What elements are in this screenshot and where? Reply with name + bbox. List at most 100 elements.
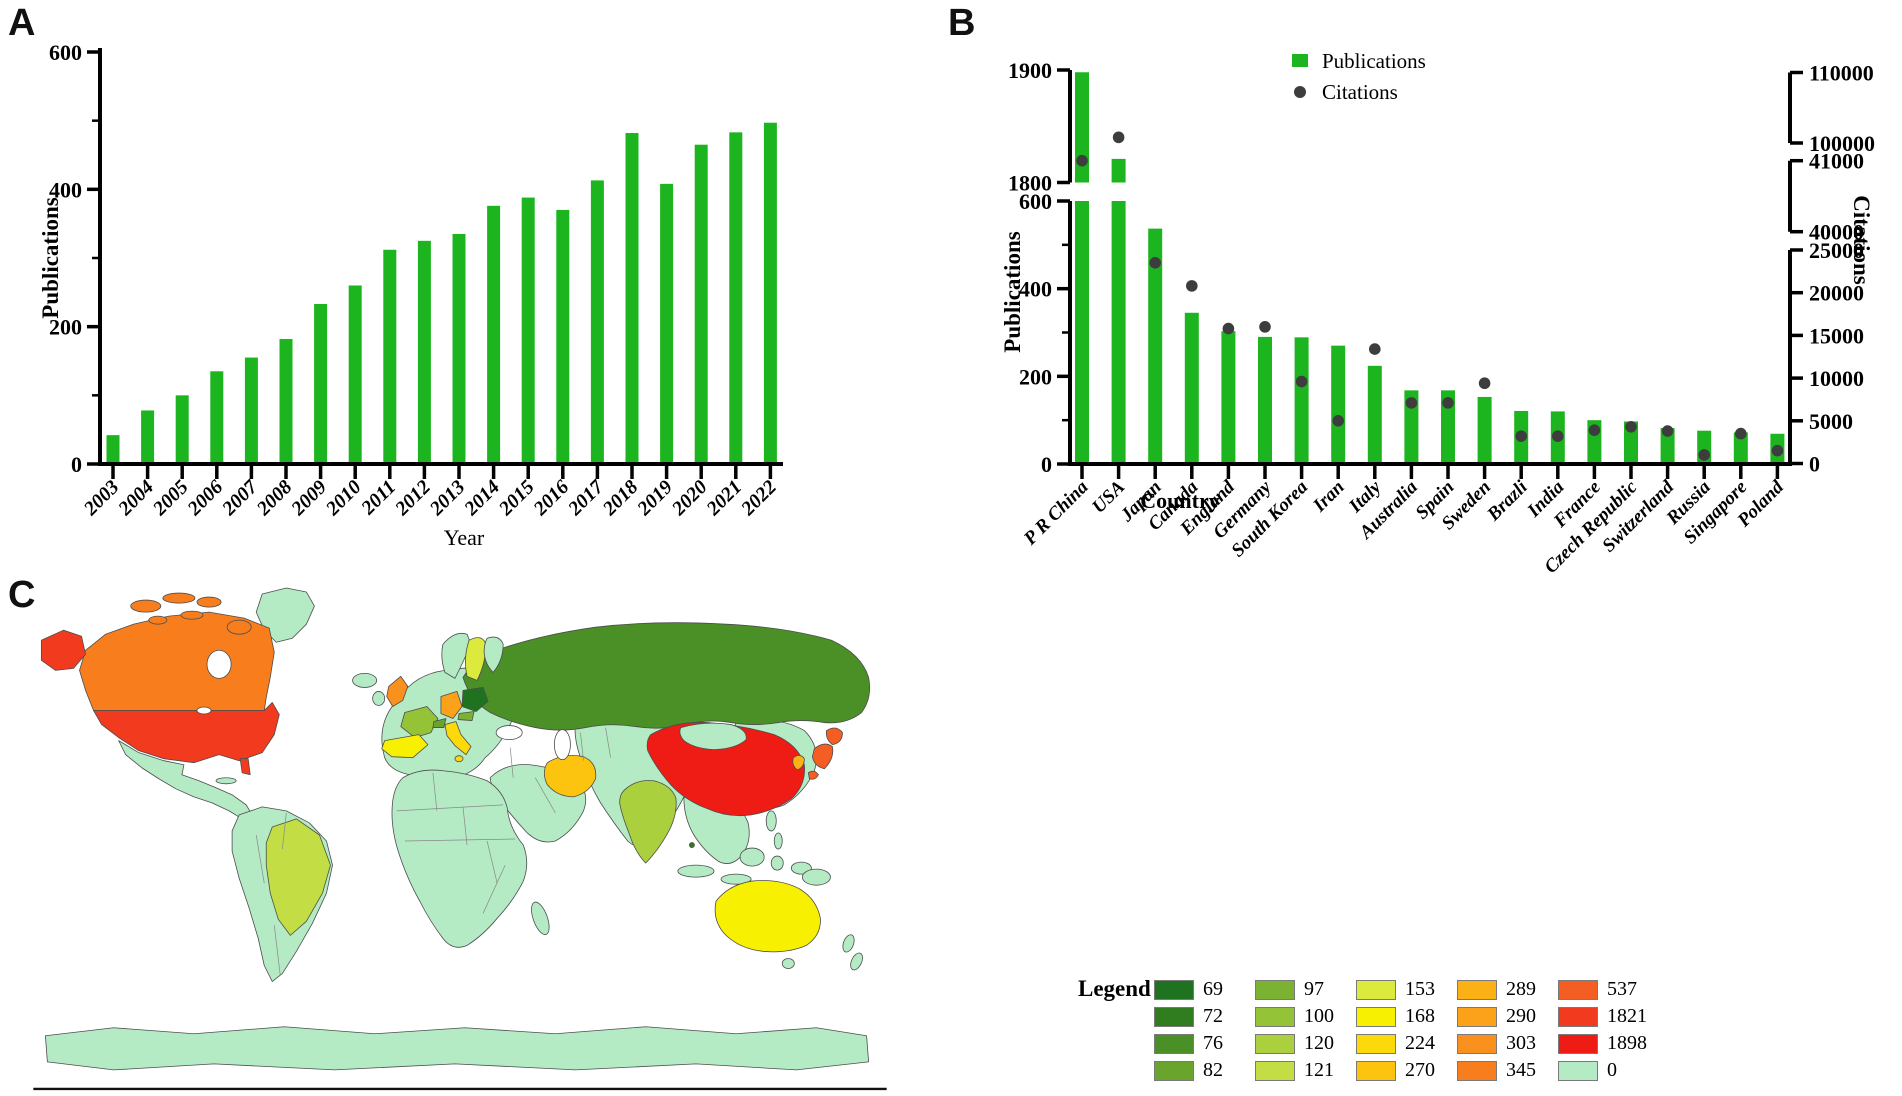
bar-Czech Republic bbox=[1624, 421, 1638, 463]
x-tick-label: 2022 bbox=[736, 476, 781, 521]
x-axis-title: Country bbox=[1140, 488, 1219, 513]
panel-b-label: B bbox=[948, 2, 976, 44]
map-region-japan bbox=[825, 727, 843, 746]
left-tick-label: 200 bbox=[1019, 364, 1052, 389]
map-hudson-bay bbox=[206, 649, 232, 679]
map-region-madagascar bbox=[531, 901, 550, 935]
map-legend-value: 121 bbox=[1304, 1059, 1334, 1081]
map-legend-swatch bbox=[1558, 1060, 1598, 1081]
right-tick-label: 0 bbox=[1809, 452, 1820, 477]
map-legend-value: 224 bbox=[1405, 1032, 1435, 1054]
map-legend-value: 69 bbox=[1203, 978, 1223, 1000]
right-tick-label: 20000 bbox=[1809, 281, 1864, 306]
map-legend-value: 290 bbox=[1506, 1005, 1536, 1027]
left-tick-label: 1800 bbox=[1008, 171, 1052, 196]
map-region-iceland bbox=[352, 672, 378, 688]
map-region-singapore bbox=[688, 842, 695, 848]
map-legend-title: Legend bbox=[1078, 976, 1151, 1001]
bar-2021 bbox=[729, 132, 743, 463]
map-legend-swatch bbox=[1356, 1006, 1396, 1027]
map-region-russia bbox=[462, 622, 871, 731]
map-legend-item: 97 bbox=[1255, 976, 1350, 1003]
map-legend-column-1: 69 72 76 82 bbox=[1154, 976, 1249, 1084]
bar-2013 bbox=[452, 233, 466, 463]
left-tick-label: 1900 bbox=[1008, 58, 1052, 83]
map-region-italy bbox=[444, 721, 472, 756]
x-tick-label: 2014 bbox=[460, 476, 505, 521]
bar-Italy bbox=[1367, 365, 1382, 463]
left-tick-label: 600 bbox=[1019, 189, 1052, 214]
bar-South Korea bbox=[1294, 337, 1309, 463]
bar-2009 bbox=[314, 304, 328, 463]
bar-upper-P R China bbox=[1075, 72, 1089, 183]
map-region-usa bbox=[93, 702, 280, 764]
map-legend-value: 72 bbox=[1203, 1005, 1223, 1027]
bar-Iran bbox=[1331, 345, 1346, 463]
map-legend-value: 97 bbox=[1304, 978, 1324, 1000]
map-legend-swatch bbox=[1457, 979, 1497, 1000]
map-region-ireland bbox=[372, 691, 386, 706]
map-legend-item: 1898 bbox=[1558, 1030, 1665, 1057]
map-region-germany bbox=[440, 691, 463, 719]
map-legend-swatch bbox=[1356, 1033, 1396, 1054]
bar-2008 bbox=[279, 339, 293, 463]
citations-dot-Italy bbox=[1369, 343, 1381, 355]
citations-dot-Iran bbox=[1332, 415, 1344, 427]
map-region-sweden bbox=[465, 637, 486, 681]
x-tick-label: 2010 bbox=[321, 476, 366, 521]
right-tick-label: 110000 bbox=[1809, 61, 1874, 86]
map-legend-swatch bbox=[1255, 1033, 1295, 1054]
x-tick-label: 2004 bbox=[114, 476, 159, 521]
map-legend-item: 0 bbox=[1558, 1057, 1665, 1084]
map-region-canada bbox=[79, 611, 275, 711]
map-legend-item: 100 bbox=[1255, 1003, 1350, 1030]
map-region-iran bbox=[543, 755, 597, 798]
map-region-norway bbox=[441, 632, 472, 679]
bar-2018 bbox=[625, 133, 639, 463]
citations-dot-Poland bbox=[1771, 444, 1784, 457]
citations-dot-Russia bbox=[1698, 449, 1710, 461]
bar-2005 bbox=[175, 395, 189, 463]
map-legend-item: 537 bbox=[1558, 976, 1665, 1003]
right-tick-label: 10000 bbox=[1809, 366, 1864, 391]
map-legend-value: 76 bbox=[1203, 1032, 1223, 1054]
bar-Australia bbox=[1404, 390, 1419, 463]
bar-Japan bbox=[1148, 228, 1163, 463]
citations-dot-South Korea bbox=[1295, 375, 1308, 388]
map-legend-value: 168 bbox=[1405, 1005, 1435, 1027]
bar-upper-USA bbox=[1111, 158, 1126, 183]
map-legend-value: 289 bbox=[1506, 978, 1536, 1000]
map-legend-column-4: 289 290 303 345 bbox=[1457, 976, 1552, 1084]
map-legend-swatch bbox=[1457, 1060, 1497, 1081]
x-tick-label: 2012 bbox=[390, 476, 435, 521]
map-legend-item: 289 bbox=[1457, 976, 1552, 1003]
map-region-africa bbox=[391, 769, 528, 948]
bar-2003 bbox=[106, 435, 120, 463]
x-tick-label: 2005 bbox=[148, 476, 193, 521]
map-legend-swatch bbox=[1558, 1033, 1598, 1054]
map-region-india bbox=[619, 780, 677, 864]
left-tick-label: 0 bbox=[1041, 452, 1052, 477]
citations-dot-Japan bbox=[1149, 257, 1161, 269]
map-region-alaska bbox=[40, 629, 86, 671]
map-region-france bbox=[400, 706, 439, 739]
map-region-tasmania bbox=[781, 958, 795, 969]
y-tick-label: 200 bbox=[49, 315, 82, 340]
right-tick-label: 40000 bbox=[1809, 220, 1864, 245]
right-tick-label: 41000 bbox=[1809, 149, 1864, 174]
map-legend-item: 72 bbox=[1154, 1003, 1249, 1030]
map-legend-item: 121 bbox=[1255, 1057, 1350, 1084]
map-black-sea bbox=[495, 725, 523, 741]
bar-2011 bbox=[383, 249, 397, 463]
map-region-spain bbox=[381, 734, 429, 759]
map-caspian-sea bbox=[553, 729, 571, 761]
x-tick-label: 2018 bbox=[598, 476, 643, 521]
map-legend-value: 1821 bbox=[1607, 1005, 1647, 1027]
publications-by-year-chart: 0200400600200320042005200620072008200920… bbox=[38, 40, 783, 550]
y-tick-label: 400 bbox=[49, 177, 82, 202]
map-legend-value: 82 bbox=[1203, 1059, 1223, 1081]
map-legend-item: 270 bbox=[1356, 1057, 1451, 1084]
left-tick-label: 400 bbox=[1019, 277, 1052, 302]
